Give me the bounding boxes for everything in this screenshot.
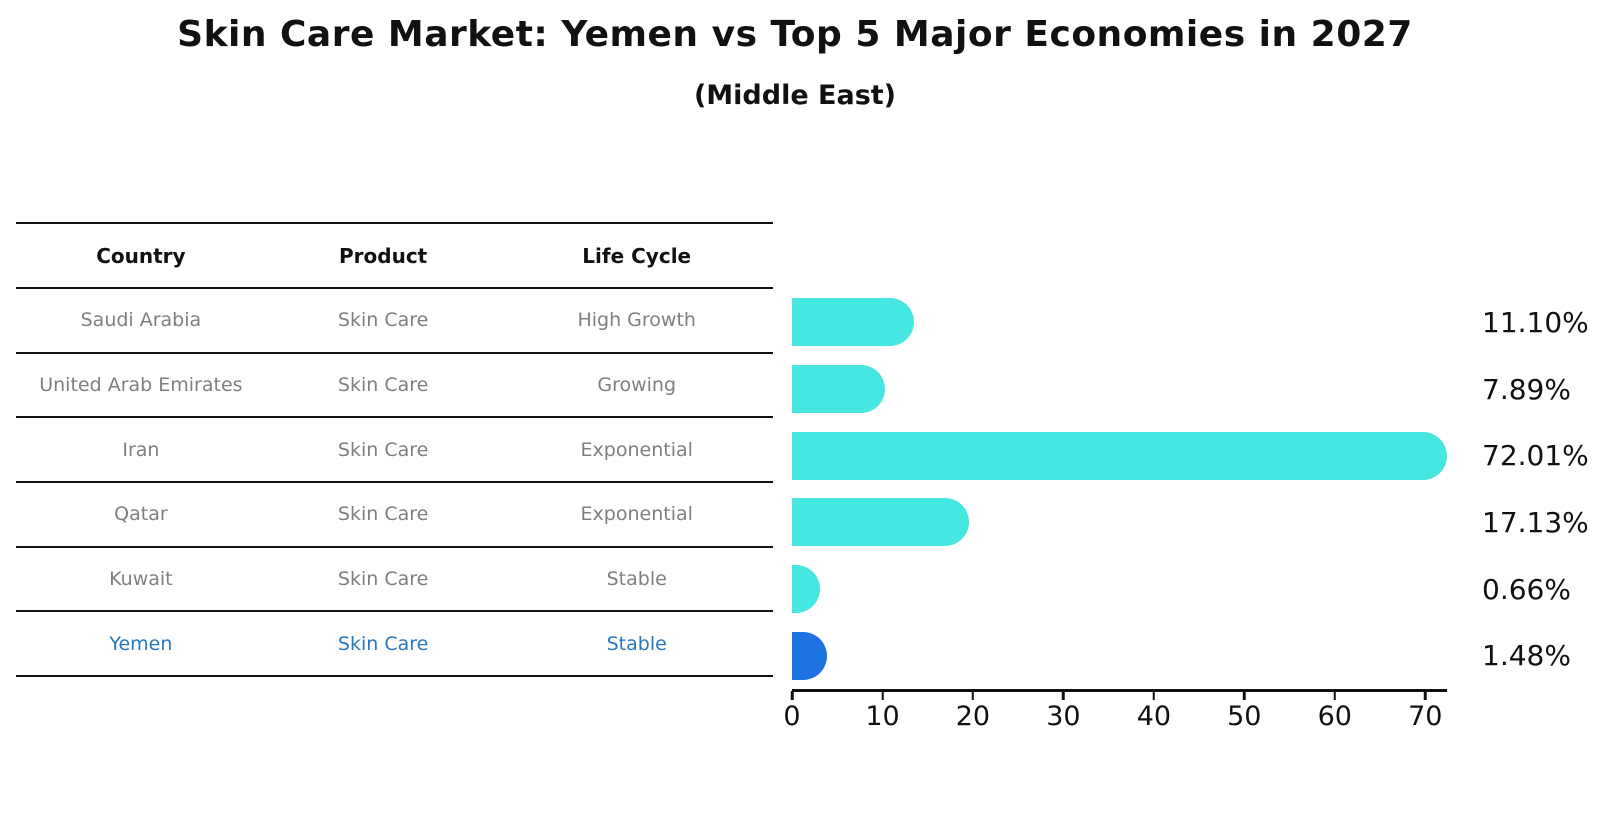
- value-label-qatar: 17.13%: [1482, 505, 1589, 539]
- cell-country: United Arab Emirates: [39, 374, 243, 397]
- cell-life-cycle: High Growth: [577, 309, 696, 332]
- x-tick-label: 70: [1408, 701, 1443, 732]
- table-header-row: Country Product Life Cycle: [16, 224, 773, 289]
- table-row-yemen: Yemen Skin Care Stable: [16, 612, 773, 678]
- bar-yemen: [792, 631, 828, 680]
- x-tick: [1152, 691, 1156, 700]
- cell-life-cycle: Stable: [606, 632, 667, 655]
- bar-saudi-arabia: [792, 298, 915, 347]
- bar-plot: [792, 289, 1447, 689]
- table-row: Iran Skin Care Exponential: [16, 418, 773, 484]
- table-row: United Arab Emirates Skin Care Growing: [16, 354, 773, 419]
- bar-kuwait: [792, 565, 820, 614]
- x-tick-label: 10: [865, 701, 900, 732]
- bar-row: [792, 622, 1447, 689]
- cell-product: Skin Care: [337, 503, 429, 526]
- cell-product: Skin Care: [337, 438, 429, 461]
- x-axis-line: [792, 689, 1447, 692]
- cell-product: Skin Care: [337, 568, 429, 591]
- cell-life-cycle: Exponential: [580, 503, 693, 526]
- x-tick: [1333, 691, 1337, 700]
- cell-product: Skin Care: [337, 632, 429, 655]
- cell-country: Saudi Arabia: [80, 309, 202, 332]
- value-labels: 11.10% 7.89% 72.01% 17.13% 0.66% 1.48%: [1482, 289, 1602, 689]
- bar-row: [792, 289, 1447, 356]
- value-label-kuwait: 0.66%: [1482, 572, 1571, 606]
- x-tick-label: 0: [783, 701, 801, 732]
- bar-row: [792, 422, 1447, 489]
- cell-country: Kuwait: [109, 568, 173, 591]
- table-row: Kuwait Skin Care Stable: [16, 548, 773, 613]
- x-tick: [1062, 691, 1065, 700]
- cell-life-cycle: Stable: [606, 568, 667, 591]
- value-label-united-arab-emirates: 7.89%: [1482, 372, 1571, 406]
- x-tick-label: 60: [1317, 701, 1352, 732]
- bar-qatar: [792, 498, 969, 547]
- value-label-yemen: 1.48%: [1482, 639, 1571, 673]
- bar-row: [792, 489, 1447, 556]
- bar-iran: [792, 431, 1447, 480]
- x-tick: [790, 691, 794, 700]
- x-axis-ticks: 0 10 20 30 40 50 60 70: [783, 691, 1447, 741]
- chart-title: Skin Care Market: Yemen vs Top 5 Major E…: [177, 14, 1413, 55]
- x-tick: [1424, 691, 1427, 700]
- bar-united-arab-emirates: [792, 365, 886, 414]
- x-tick: [971, 691, 975, 700]
- cell-country: Yemen: [109, 632, 173, 655]
- column-header-life-cycle: Life Cycle: [582, 243, 692, 268]
- country-table: Country Product Life Cycle Saudi Arabia …: [16, 222, 773, 678]
- chart-subtitle: (Middle East): [693, 80, 897, 111]
- column-header-product: Product: [339, 243, 428, 268]
- cell-country: Qatar: [114, 503, 168, 526]
- x-tick: [1243, 691, 1246, 700]
- x-tick-label: 20: [955, 701, 991, 732]
- cell-product: Skin Care: [337, 374, 429, 397]
- bar-row: [792, 556, 1447, 623]
- table-row: Qatar Skin Care Exponential: [16, 483, 773, 548]
- value-label-saudi-arabia: 11.10%: [1482, 305, 1589, 339]
- cell-product: Skin Care: [337, 309, 429, 332]
- bar-row: [792, 356, 1447, 423]
- cell-country: Iran: [122, 438, 160, 461]
- x-tick-label: 50: [1227, 701, 1262, 732]
- x-tick-label: 40: [1136, 701, 1172, 732]
- column-header-country: Country: [96, 243, 186, 268]
- table-row: Saudi Arabia Skin Care High Growth: [16, 289, 773, 354]
- x-tick: [881, 691, 884, 700]
- value-label-iran: 72.01%: [1482, 439, 1589, 473]
- x-tick-label: 30: [1046, 701, 1081, 732]
- cell-life-cycle: Exponential: [580, 438, 693, 461]
- cell-life-cycle: Growing: [597, 374, 677, 397]
